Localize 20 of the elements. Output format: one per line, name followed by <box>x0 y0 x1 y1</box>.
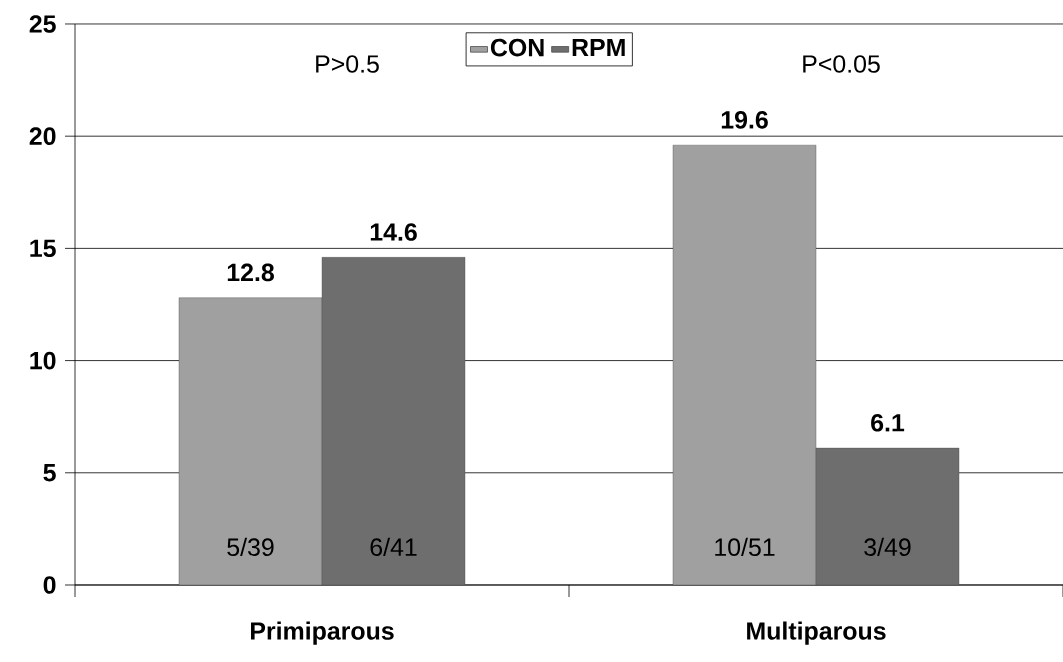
x-tick-label: Multiparous <box>747 621 886 645</box>
y-tick-label: 20 <box>29 127 56 146</box>
y-tick-label: 15 <box>30 239 56 258</box>
annotation: 6/41 <box>370 537 417 556</box>
legend-label: CON <box>490 38 544 57</box>
annotation: P<0.05 <box>803 55 880 73</box>
y-tick-label: 5 <box>43 464 56 482</box>
data-label: 6.1 <box>871 413 905 432</box>
annotation: 5/39 <box>227 537 274 556</box>
legend-label: RPM <box>572 38 625 57</box>
y-tick-label: 10 <box>30 351 56 370</box>
annotation: P>0.5 <box>316 55 379 73</box>
y-tick-label: 25 <box>29 15 56 33</box>
data-label: 14.6 <box>370 223 417 241</box>
data-label: 19.6 <box>721 111 768 129</box>
y-tick-label: 0 <box>43 576 56 594</box>
data-label: 12.8 <box>227 263 274 282</box>
x-tick-label: Primiparous <box>251 621 394 645</box>
annotation: 3/49 <box>864 537 911 556</box>
annotation: 10/51 <box>715 537 775 556</box>
